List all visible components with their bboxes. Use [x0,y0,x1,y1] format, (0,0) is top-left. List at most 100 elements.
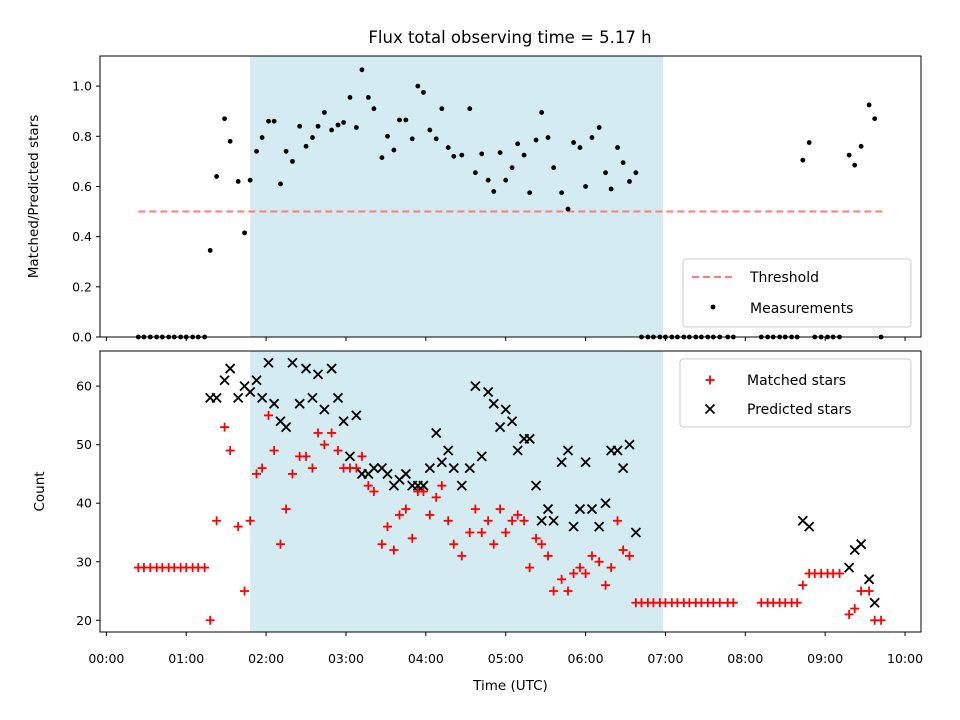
predicted-star-marker [500,404,511,415]
predicted-star-marker [594,521,605,532]
bottom-y-tick-label: 50 [76,437,92,452]
matched-star-marker [465,527,475,537]
predicted-star-marker [556,457,567,468]
measurement-point [467,106,473,112]
matched-star-marker [525,563,535,573]
predicted-star-marker [294,398,305,409]
matched-star-marker [569,568,579,578]
measurement-point [589,135,595,140]
predicted-star-marker [586,503,598,515]
measurement-point [347,94,353,100]
bottom-y-axis-label: Count [32,471,48,511]
top-highlight-span [250,56,664,337]
top-y-tick-label: 0.6 [72,179,92,194]
matched-star-marker [531,533,541,543]
measurement-point [371,106,377,112]
measurement-point [427,127,433,133]
matched-star-marker [798,580,808,590]
measurement-point [583,184,588,189]
matched-star-markers [133,410,886,625]
predicted-star-marker [436,457,447,468]
predicted-star-marker [368,462,380,474]
matched-star-marker [225,446,235,456]
measurement-point [310,135,315,140]
top-y-tick-label: 0.2 [72,279,92,294]
predicted-star-marker [869,597,880,608]
bottom-y-ticks: 20 30 40 50 60 [76,379,100,628]
measurement-point [439,106,445,112]
bottom-x-ticks: 00:00 01:00 02:00 03:00 04:00 05:00 06:00 07:00… [88,632,923,666]
matched-star-marker [401,504,411,514]
top-y-tick-label: 0.0 [72,330,92,345]
top-panel: 0.0 0.2 0.4 0.6 0.8 1.0 Matched/Predicted sta… [26,55,922,345]
measurement-point [521,152,527,158]
predicted-star-marker [530,480,542,491]
matched-star-marker [715,598,725,608]
predicted-star-marker [483,386,494,398]
measurement-point [472,170,478,176]
predicted-star-marker [338,416,349,427]
matched-star-marker [264,410,274,420]
x-tick-label: 10:00 [887,651,923,666]
chart-title: Flux total observing time = 5.17 h [368,28,651,47]
measurement-point [503,177,509,183]
measurement-point [271,118,277,124]
measurement-point [559,190,565,196]
predicted-star-marker [470,380,481,392]
predicted-star-marker [307,392,318,403]
legend-measurements-label: Measurements [750,301,853,317]
predicted-star-marker [300,363,312,374]
bottom-panel: 20 30 40 50 60 00:00 01:00 02:00 03:00 04:00 05:0… [32,350,923,694]
predicted-star-marker [312,369,324,380]
predicted-star-markers [205,357,880,608]
measurement-point [866,102,872,108]
measurement-point [341,120,346,125]
matched-star-marker [437,481,447,491]
measurement-point [415,83,421,89]
measurement-point [278,181,283,187]
predicted-star-marker [617,462,629,474]
predicted-star-marker [256,392,268,403]
matched-star-marker [864,586,874,596]
top-y-tick-label: 0.4 [72,229,92,244]
matched-star-marker [519,516,529,526]
measurement-point [297,123,303,129]
matched-star-marker [418,487,428,496]
measurement-point [433,136,439,142]
matched-star-marker [549,586,559,596]
top-y-tick-label: 0.8 [72,129,92,144]
measurement-point [858,143,864,149]
matched-star-marker [287,469,297,479]
x-tick-label: 06:00 [568,651,604,666]
matched-star-marker [563,586,573,596]
measurement-point [315,123,321,129]
measurement-point [515,141,521,147]
matched-star-marker [581,568,591,578]
matched-star-marker [269,446,279,456]
x-tick-label: 04:00 [408,651,444,666]
bottom-y-tick-label: 20 [76,613,92,628]
measurement-point [391,147,397,153]
matched-star-marker [575,563,585,573]
predicted-star-marker [855,539,867,550]
matched-star-marker [233,522,243,532]
predicted-star-marker [804,521,815,532]
measurement-point [577,145,583,150]
measurement-point [227,138,233,144]
bottom-axes-frame [99,350,922,633]
measurement-point [290,158,295,164]
measurement-point [565,206,571,212]
measurement-point [242,230,247,236]
bottom-legend: Matched stars Predicted stars [679,358,912,428]
measurement-point [259,135,265,140]
matched-star-marker [443,516,453,526]
predicted-star-marker [574,503,586,515]
measurement-point [800,157,806,163]
matched-star-marker [495,504,505,514]
measurement-point [254,148,259,154]
predicted-star-marker [443,445,454,456]
matched-star-marker [281,504,291,514]
bottom-legend-box [679,358,912,428]
measurement-point [445,145,451,150]
